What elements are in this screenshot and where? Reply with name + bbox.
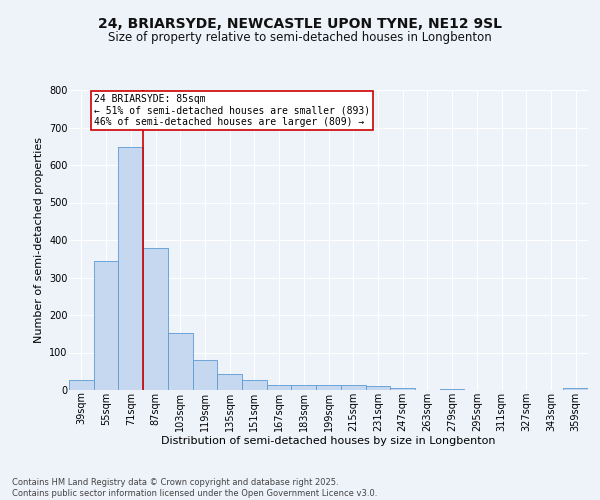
Bar (316, 385, 341, 390)
Bar (292, 385, 316, 390)
Bar (143, 248, 168, 390)
Text: 24, BRIARSYDE, NEWCASTLE UPON TYNE, NE12 9SL: 24, BRIARSYDE, NEWCASTLE UPON TYNE, NE12… (98, 18, 502, 32)
Bar (242, 380, 267, 390)
Bar (341, 385, 365, 390)
Bar (94, 260, 118, 390)
X-axis label: Distribution of semi-detached houses by size in Longbenton: Distribution of semi-detached houses by … (161, 436, 496, 446)
Text: 24 BRIARSYDE: 85sqm
← 51% of semi-detached houses are smaller (893)
46% of semi-: 24 BRIARSYDE: 85sqm ← 51% of semi-detach… (94, 94, 370, 127)
Bar (69, 380, 94, 390)
Text: Size of property relative to semi-detached houses in Longbenton: Size of property relative to semi-detach… (108, 31, 492, 44)
Bar (563, 388, 588, 390)
Bar (267, 385, 292, 390)
Bar (440, 388, 464, 390)
Bar (365, 386, 390, 390)
Bar (390, 388, 415, 390)
Text: Contains HM Land Registry data © Crown copyright and database right 2025.
Contai: Contains HM Land Registry data © Crown c… (12, 478, 377, 498)
Y-axis label: Number of semi-detached properties: Number of semi-detached properties (34, 137, 44, 343)
Bar (118, 147, 143, 390)
Bar (193, 360, 217, 390)
Bar (217, 374, 242, 390)
Bar (168, 333, 193, 390)
